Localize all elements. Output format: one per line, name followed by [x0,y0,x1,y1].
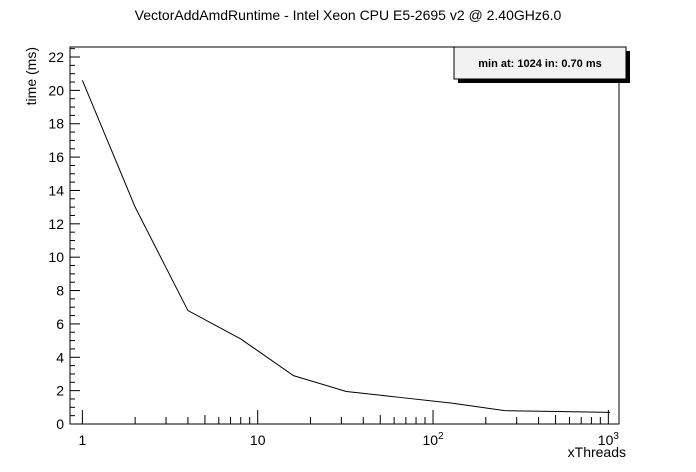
x-tick-exponent: 2 [438,431,444,442]
x-tick-base: 10 [598,432,614,448]
y-tick-label: 4 [56,349,64,365]
y-tick-label: 8 [56,283,64,299]
x-tick-exponent: 3 [613,431,619,442]
y-tick-label: 2 [56,383,64,399]
annotation-panel [453,46,627,80]
y-axis-title: time (ms) [23,47,39,105]
plot-frame [69,46,620,425]
y-tick-label: 16 [48,149,64,165]
y-tick-label: 12 [48,216,64,232]
min-annotation-box: min at: 1024 in: 0.70 ms [453,46,630,83]
y-tick-label: 0 [56,416,64,432]
x-tick-label: 102 [422,431,444,448]
annotation-text: min at: 1024 in: 0.70 ms [478,58,602,70]
x-tick-label: 10 [250,432,266,448]
y-tick-label: 22 [48,49,64,65]
y-tick-label: 6 [56,316,64,332]
y-axis: 0 2 4 6 8 10 12 14 16 18 20 22 [48,48,80,432]
x-tick-label: 103 [598,431,620,448]
x-axis-title: xThreads [568,444,626,460]
x-tick-base: 10 [422,432,438,448]
y-tick-label: 18 [48,116,64,132]
series-line [81,80,611,413]
x-tick-base: 10 [250,432,266,448]
y-tick-label: 10 [48,249,64,265]
y-tick-label: 20 [48,82,64,98]
x-tick-label: 1 [78,432,86,448]
x-tick-base: 1 [78,432,86,448]
chart-title: VectorAddAmdRuntime - Intel Xeon CPU E5-… [135,7,562,23]
series-layer [81,80,611,413]
x-axis: 1 10 102 103 [78,410,619,448]
y-tick-label: 14 [48,182,64,198]
